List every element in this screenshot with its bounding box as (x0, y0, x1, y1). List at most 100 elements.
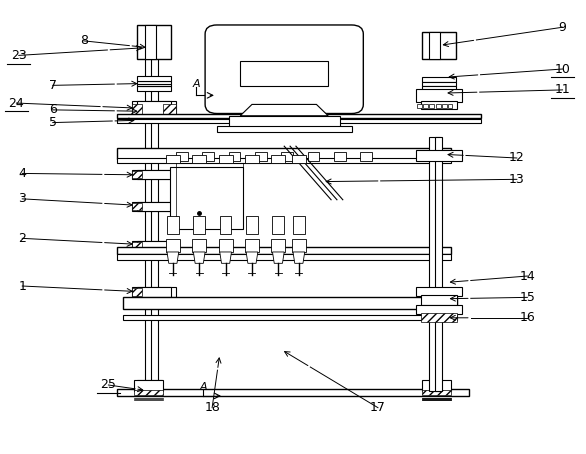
Bar (137, 101, 171, 116)
Bar (435, 137, 442, 391)
Polygon shape (246, 252, 258, 263)
Text: 2: 2 (18, 232, 26, 245)
Bar (416, 305, 462, 314)
Polygon shape (167, 252, 179, 263)
Bar (137, 84, 171, 86)
Text: 8: 8 (80, 35, 88, 47)
Text: A: A (192, 79, 200, 89)
Bar (163, 104, 176, 114)
Bar (123, 297, 457, 309)
Bar (229, 116, 340, 127)
Bar (281, 152, 293, 161)
Bar (429, 104, 434, 108)
Bar (132, 241, 176, 250)
Polygon shape (220, 252, 231, 263)
Bar (422, 390, 451, 395)
Bar (193, 216, 205, 234)
Text: 6: 6 (49, 104, 57, 116)
Bar (423, 104, 428, 108)
Bar (137, 86, 171, 91)
Bar (416, 89, 462, 102)
Bar (436, 104, 441, 108)
Bar (422, 77, 456, 82)
Bar (132, 170, 176, 179)
Bar (192, 239, 206, 252)
Bar (292, 239, 306, 252)
Bar (422, 380, 451, 391)
Bar (170, 167, 243, 229)
Bar (220, 216, 231, 234)
Bar (132, 287, 176, 297)
Bar (245, 239, 259, 252)
Text: 14: 14 (520, 270, 535, 282)
Bar (145, 46, 156, 391)
Polygon shape (293, 252, 305, 263)
FancyBboxPatch shape (205, 25, 363, 114)
Bar (132, 104, 142, 114)
Bar (229, 152, 240, 161)
Bar (292, 155, 306, 163)
Text: 7: 7 (49, 79, 57, 92)
Polygon shape (240, 104, 328, 116)
Bar (360, 152, 372, 161)
Text: 1: 1 (18, 280, 26, 292)
Text: 16: 16 (520, 311, 535, 324)
Bar (117, 148, 451, 159)
Bar (167, 216, 179, 234)
Text: 10: 10 (554, 63, 571, 75)
Bar (132, 288, 142, 296)
Bar (442, 104, 447, 108)
Bar (176, 152, 188, 161)
Bar (134, 380, 163, 391)
Bar (422, 32, 456, 59)
Bar (421, 101, 457, 109)
Bar (137, 241, 171, 250)
Text: 13: 13 (509, 173, 524, 186)
Text: 24: 24 (9, 97, 24, 109)
Bar (132, 242, 142, 249)
Text: A: A (199, 382, 207, 392)
Text: 5: 5 (49, 116, 57, 129)
Bar (334, 152, 346, 161)
Bar (137, 81, 171, 84)
Bar (448, 104, 452, 108)
Bar (134, 390, 163, 395)
Bar (421, 313, 457, 322)
Bar (219, 239, 233, 252)
Bar (429, 32, 440, 59)
Bar (132, 203, 142, 210)
Bar (151, 46, 158, 391)
Bar (132, 101, 176, 116)
Bar (429, 137, 440, 391)
Bar (416, 150, 462, 161)
Text: 18: 18 (204, 401, 220, 414)
Bar (137, 380, 162, 385)
Bar (117, 114, 481, 118)
Bar (271, 155, 285, 163)
Bar (219, 155, 233, 163)
Bar (123, 315, 457, 320)
Bar (137, 383, 162, 391)
Bar (145, 25, 156, 59)
Bar (117, 389, 469, 396)
Text: 12: 12 (509, 152, 524, 164)
Bar (137, 202, 171, 211)
Bar (117, 119, 481, 123)
Bar (137, 287, 171, 297)
Bar (166, 239, 180, 252)
Bar (117, 254, 451, 260)
Bar (271, 239, 285, 252)
Bar (272, 216, 284, 234)
Bar (117, 158, 451, 163)
Bar (308, 152, 319, 161)
Bar (132, 171, 142, 178)
Bar (202, 152, 214, 161)
Bar (293, 216, 305, 234)
Text: 4: 4 (18, 167, 26, 180)
Bar (217, 126, 352, 132)
Bar (117, 247, 451, 254)
Bar (416, 287, 462, 296)
Bar (422, 86, 456, 91)
Bar (245, 155, 259, 163)
Text: 15: 15 (519, 291, 536, 304)
